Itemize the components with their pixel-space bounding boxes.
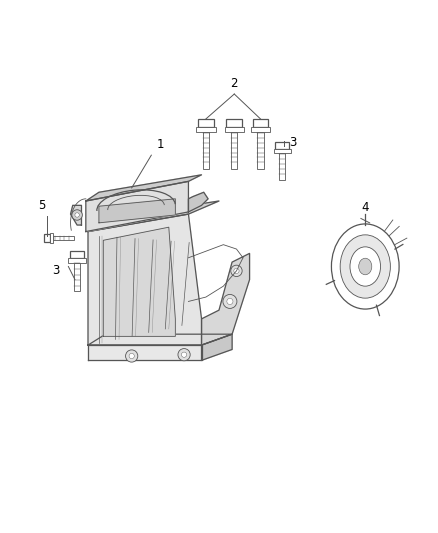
FancyBboxPatch shape bbox=[226, 119, 242, 127]
Circle shape bbox=[178, 349, 190, 361]
Circle shape bbox=[126, 350, 138, 362]
FancyBboxPatch shape bbox=[74, 263, 80, 291]
Polygon shape bbox=[86, 175, 201, 201]
FancyBboxPatch shape bbox=[196, 127, 215, 132]
Polygon shape bbox=[71, 205, 81, 225]
FancyBboxPatch shape bbox=[225, 127, 244, 132]
FancyBboxPatch shape bbox=[53, 236, 74, 240]
Ellipse shape bbox=[340, 235, 390, 298]
Polygon shape bbox=[99, 199, 175, 223]
Circle shape bbox=[223, 294, 237, 309]
Ellipse shape bbox=[332, 224, 399, 309]
Text: 5: 5 bbox=[39, 199, 46, 212]
Polygon shape bbox=[88, 334, 232, 345]
Circle shape bbox=[72, 210, 82, 220]
FancyBboxPatch shape bbox=[198, 119, 214, 127]
FancyBboxPatch shape bbox=[203, 132, 209, 169]
FancyBboxPatch shape bbox=[276, 142, 289, 149]
Text: 3: 3 bbox=[52, 264, 60, 277]
FancyBboxPatch shape bbox=[253, 119, 268, 127]
Text: 4: 4 bbox=[361, 201, 369, 214]
FancyBboxPatch shape bbox=[70, 251, 84, 258]
FancyBboxPatch shape bbox=[251, 127, 270, 132]
Polygon shape bbox=[88, 201, 219, 231]
Circle shape bbox=[129, 353, 134, 359]
Text: 2: 2 bbox=[230, 77, 238, 90]
Text: 1: 1 bbox=[156, 138, 164, 151]
FancyBboxPatch shape bbox=[279, 154, 286, 180]
Circle shape bbox=[181, 352, 187, 357]
FancyBboxPatch shape bbox=[44, 234, 49, 242]
Text: 3: 3 bbox=[289, 135, 296, 149]
Polygon shape bbox=[103, 227, 175, 336]
FancyBboxPatch shape bbox=[231, 132, 237, 169]
Polygon shape bbox=[88, 214, 201, 345]
Polygon shape bbox=[86, 181, 188, 231]
Polygon shape bbox=[88, 345, 201, 360]
Circle shape bbox=[234, 268, 239, 273]
FancyBboxPatch shape bbox=[49, 233, 53, 243]
Circle shape bbox=[227, 298, 233, 304]
Ellipse shape bbox=[350, 247, 381, 286]
Polygon shape bbox=[201, 253, 250, 345]
FancyBboxPatch shape bbox=[258, 132, 264, 169]
Circle shape bbox=[75, 213, 79, 217]
Ellipse shape bbox=[359, 258, 372, 275]
FancyBboxPatch shape bbox=[68, 258, 86, 263]
FancyBboxPatch shape bbox=[274, 149, 291, 154]
Polygon shape bbox=[188, 192, 208, 212]
Circle shape bbox=[231, 265, 242, 277]
Polygon shape bbox=[201, 334, 232, 360]
